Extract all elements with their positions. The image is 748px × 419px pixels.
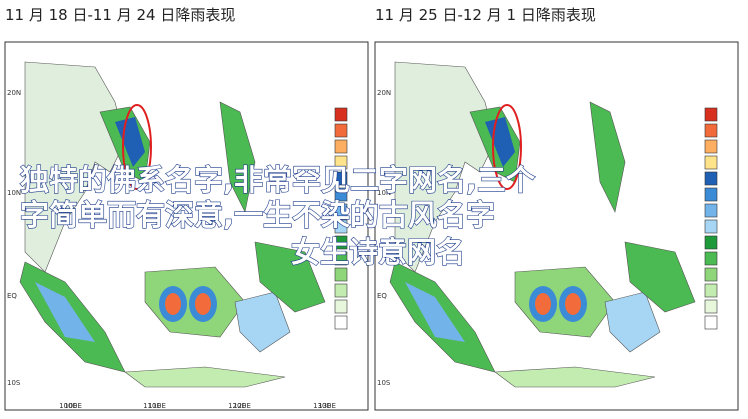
map-panel: 11 月 25 日-12 月 1 日降雨表现 20N 10N EQ 10S 100E 110… [64, 6, 739, 411]
map-panel: 11 月 18 日-11 月 24 日降雨表现 20N 10N EQ 10S 100E 11… [4, 6, 369, 411]
overlay-text: 字简单而有深意,一生不染的古风名字 [20, 198, 495, 232]
legend-swatch [334, 107, 348, 122]
legend-swatch [334, 139, 348, 154]
lon-label: 120E [228, 402, 246, 410]
legend-swatch [334, 155, 348, 170]
legend-swatch [704, 299, 718, 314]
lon-label: 120E [233, 402, 251, 410]
legend-swatch [334, 219, 348, 234]
legend-swatch [704, 203, 718, 218]
lat-label: 10N [377, 189, 391, 197]
lat-label: 10N [7, 189, 21, 197]
legend-swatch [334, 315, 348, 330]
panel-title: 11 月 25 日-12 月 1 日降雨表现 [375, 6, 596, 24]
legend-swatch [704, 219, 718, 234]
lat-label: EQ [377, 292, 387, 300]
legend-swatch [704, 155, 718, 170]
lon-label: 100E [64, 402, 82, 410]
legend-swatch [334, 171, 348, 186]
legend-swatch [334, 267, 348, 282]
legend-swatch [704, 267, 718, 282]
lon-label: 130E [318, 402, 336, 410]
lon-label: 110E [148, 402, 166, 410]
lon-label: 100E [59, 402, 77, 410]
lat-label: 10S [377, 379, 391, 387]
lon-label: 130E [313, 402, 331, 410]
lon-label: 110E [143, 402, 161, 410]
legend-swatch [704, 139, 718, 154]
legend-swatch [704, 187, 718, 202]
legend-swatch [334, 251, 348, 266]
overlay-text: 独特的佛系名字,非常罕见二字网名,三个 [20, 163, 536, 197]
legend-swatch [334, 283, 348, 298]
legend-swatch [334, 123, 348, 138]
legend-swatch [334, 235, 348, 250]
lat-label: 10S [7, 379, 21, 387]
legend-swatch [704, 235, 718, 250]
lat-label: 20N [377, 89, 391, 97]
legend-swatch [704, 283, 718, 298]
legend-swatch [334, 203, 348, 218]
legend-swatch [334, 299, 348, 314]
lat-label: EQ [7, 292, 17, 300]
legend-swatch [704, 107, 718, 122]
panel-title: 11 月 18 日-11 月 24 日降雨表现 [5, 6, 235, 24]
legend-swatch [704, 123, 718, 138]
legend-swatch [704, 315, 718, 330]
lat-label: 20N [7, 89, 21, 97]
legend-swatch [704, 171, 718, 186]
legend-swatch [334, 187, 348, 202]
legend-swatch [704, 251, 718, 266]
overlay-text: 女生诗意网名 [291, 235, 465, 269]
